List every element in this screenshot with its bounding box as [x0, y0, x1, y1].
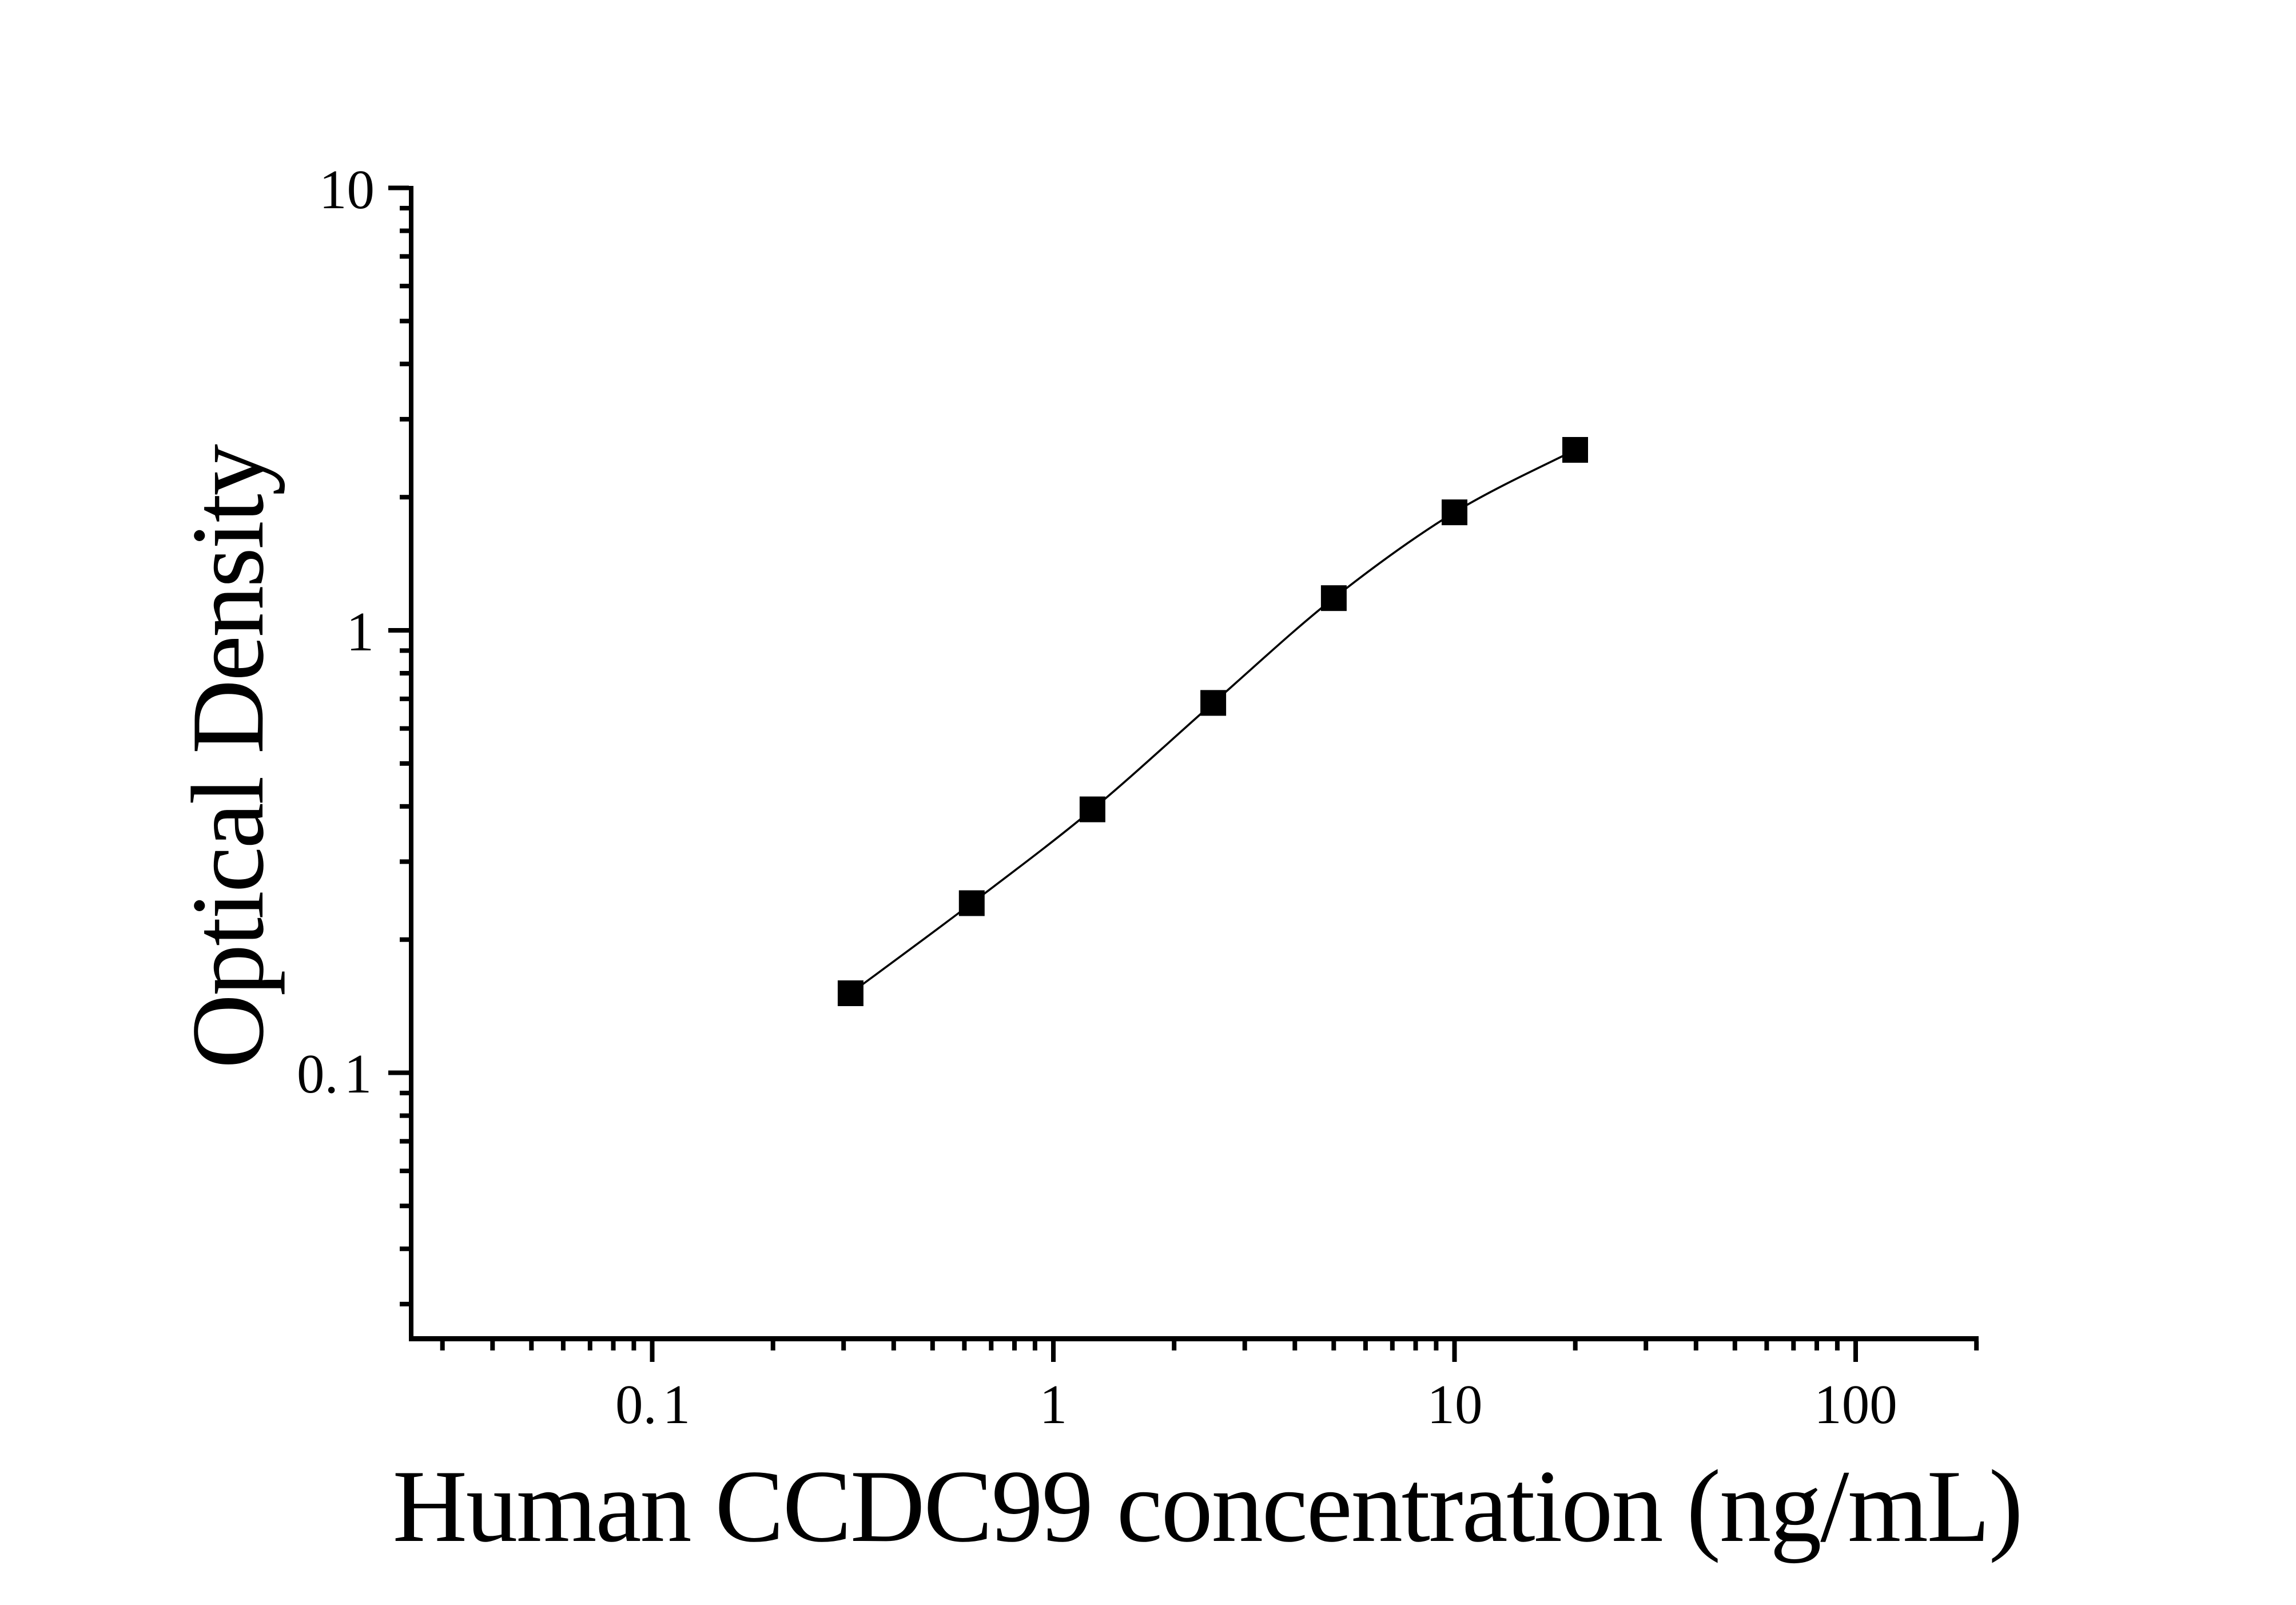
svg-text:0.1: 0. 1: [297, 1043, 372, 1105]
svg-text:1: 1: [1040, 1374, 1068, 1435]
svg-text:Human CCDC99 concentration (ng: Human CCDC99 concentration (ng/mL): [392, 1449, 2022, 1564]
svg-text:100: 100: [1814, 1374, 1897, 1435]
svg-text:Optical Density: Optical Density: [171, 444, 285, 1069]
svg-text:0.1: 0. 1: [615, 1374, 690, 1435]
svg-text:1: 1: [347, 601, 375, 662]
svg-text:10: 10: [1427, 1374, 1483, 1435]
svg-text:10: 10: [319, 159, 375, 220]
